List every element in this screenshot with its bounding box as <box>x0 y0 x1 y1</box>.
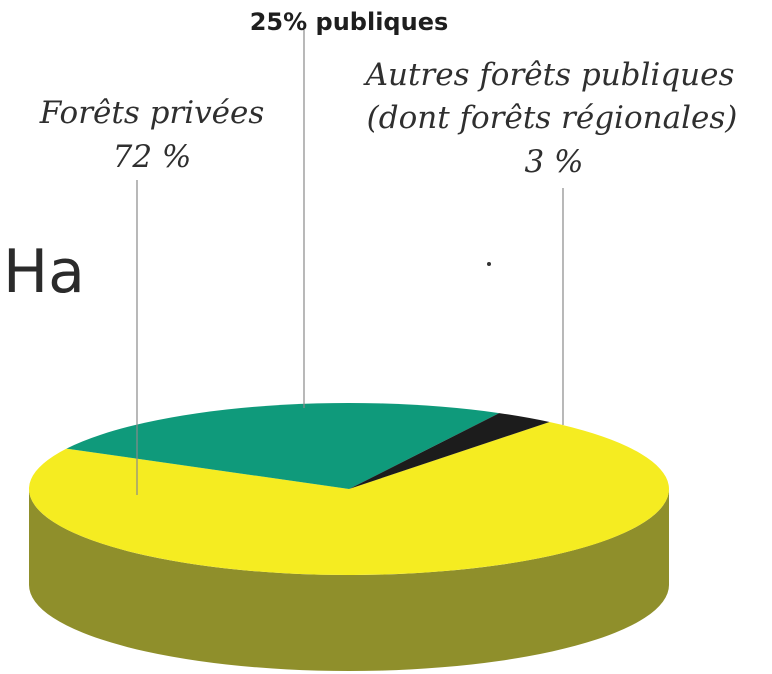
slice-sublabel-other-public: (dont forêts régionales) <box>367 100 738 136</box>
dot-mark <box>487 262 491 266</box>
slice-public <box>66 402 500 489</box>
slice-label-public: 25% publiques <box>250 8 449 36</box>
slice-private <box>29 421 670 575</box>
slice-value-private: 72 % <box>113 139 192 175</box>
slice-value-other-public: 3 % <box>524 144 583 180</box>
pie-side-wall <box>29 489 669 671</box>
slice-label-other-public: Autres forêts publiques <box>363 57 735 93</box>
slice-other-public <box>349 413 550 489</box>
slice-label-private: Forêts privées <box>39 95 265 131</box>
overlay-text: Ha <box>3 237 85 307</box>
